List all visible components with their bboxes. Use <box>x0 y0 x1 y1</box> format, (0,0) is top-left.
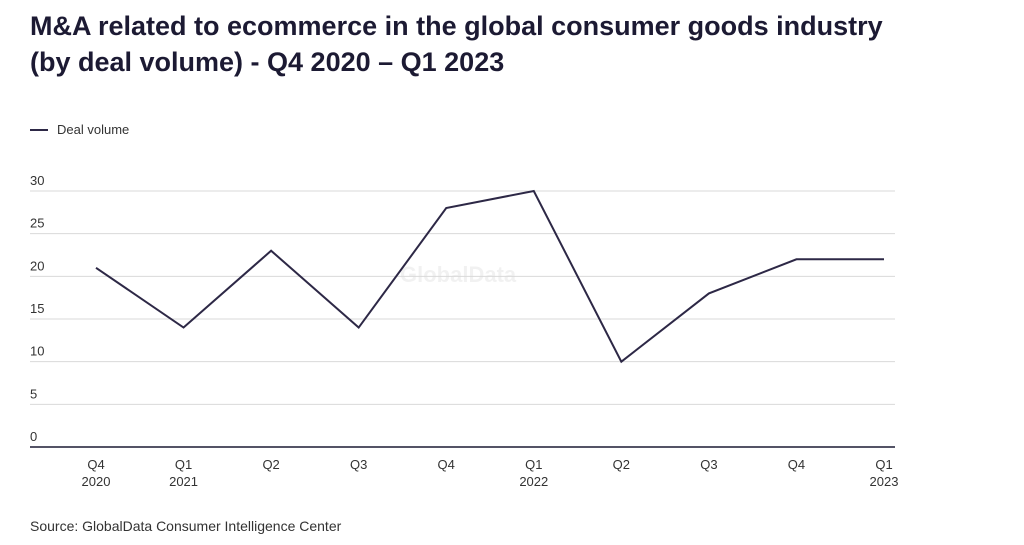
y-tick-label-20: 20 <box>30 258 44 273</box>
x-tick-label-7-quarter: Q3 <box>700 457 717 472</box>
x-tick-label-0-year: 2020 <box>82 474 111 489</box>
y-tick-label-15: 15 <box>30 301 44 316</box>
chart-title-line-2: (by deal volume) - Q4 2020 – Q1 2023 <box>30 47 505 77</box>
chart-title-line-1: M&A related to ecommerce in the global c… <box>30 11 883 41</box>
chart-title: M&A related to ecommerce in the global c… <box>30 8 990 80</box>
x-tick-label-4-quarter: Q4 <box>438 457 455 472</box>
x-tick-label-1-year: 2021 <box>169 474 198 489</box>
x-tick-label-5-year: 2022 <box>519 474 548 489</box>
watermark: GlobalData <box>400 262 517 287</box>
legend-swatch-deal-volume <box>30 128 48 131</box>
x-tick-label-1-quarter: Q1 <box>175 457 192 472</box>
series-line-0 <box>95 189 884 364</box>
x-tick-label-6-quarter: Q2 <box>613 457 630 472</box>
y-tick-label-10: 10 <box>30 344 44 359</box>
x-tick-label-3-quarter: Q3 <box>350 457 367 472</box>
x-tick-label-9-quarter: Q1 <box>875 457 892 472</box>
x-tick-label-2-quarter: Q2 <box>262 457 279 472</box>
x-tick-label-8-quarter: Q4 <box>788 457 805 472</box>
x-tick-label-9-year: 2023 <box>870 474 899 489</box>
y-tick-label-5: 5 <box>30 386 37 401</box>
legend-label-deal-volume: Deal volume <box>57 122 130 137</box>
x-tick-label-0-quarter: Q4 <box>87 457 104 472</box>
y-tick-label-30: 30 <box>30 173 44 188</box>
x-tick-label-5-quarter: Q1 <box>525 457 542 472</box>
legend: Deal volume <box>30 122 129 137</box>
y-tick-label-25: 25 <box>30 216 44 231</box>
y-tick-label-0: 0 <box>30 429 37 444</box>
source-note: Source: GlobalData Consumer Intelligence… <box>30 518 342 534</box>
